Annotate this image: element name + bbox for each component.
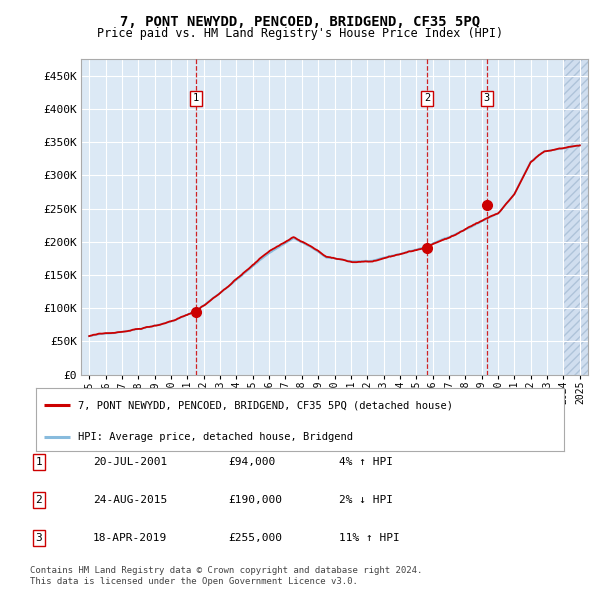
Text: 3: 3 [484, 93, 490, 103]
Text: Price paid vs. HM Land Registry's House Price Index (HPI): Price paid vs. HM Land Registry's House … [97, 27, 503, 40]
Text: 7, PONT NEWYDD, PENCOED, BRIDGEND, CF35 5PQ: 7, PONT NEWYDD, PENCOED, BRIDGEND, CF35 … [120, 15, 480, 30]
Text: 3: 3 [35, 533, 43, 543]
Text: 18-APR-2019: 18-APR-2019 [93, 533, 167, 543]
Bar [563, 59, 588, 375]
Text: HPI: Average price, detached house, Bridgend: HPI: Average price, detached house, Brid… [78, 432, 353, 442]
Text: 1: 1 [35, 457, 43, 467]
Text: 2: 2 [35, 495, 43, 505]
Text: Contains HM Land Registry data © Crown copyright and database right 2024.: Contains HM Land Registry data © Crown c… [30, 566, 422, 575]
Text: 4% ↑ HPI: 4% ↑ HPI [339, 457, 393, 467]
Text: 2: 2 [424, 93, 430, 103]
Text: 1: 1 [193, 93, 199, 103]
Text: £190,000: £190,000 [228, 495, 282, 505]
Text: This data is licensed under the Open Government Licence v3.0.: This data is licensed under the Open Gov… [30, 577, 358, 586]
Text: 20-JUL-2001: 20-JUL-2001 [93, 457, 167, 467]
Text: 2% ↓ HPI: 2% ↓ HPI [339, 495, 393, 505]
Text: £255,000: £255,000 [228, 533, 282, 543]
Bar [563, 59, 588, 375]
Text: 24-AUG-2015: 24-AUG-2015 [93, 495, 167, 505]
Text: 7, PONT NEWYDD, PENCOED, BRIDGEND, CF35 5PQ (detached house): 7, PONT NEWYDD, PENCOED, BRIDGEND, CF35 … [78, 401, 453, 411]
Text: £94,000: £94,000 [228, 457, 275, 467]
Text: 11% ↑ HPI: 11% ↑ HPI [339, 533, 400, 543]
